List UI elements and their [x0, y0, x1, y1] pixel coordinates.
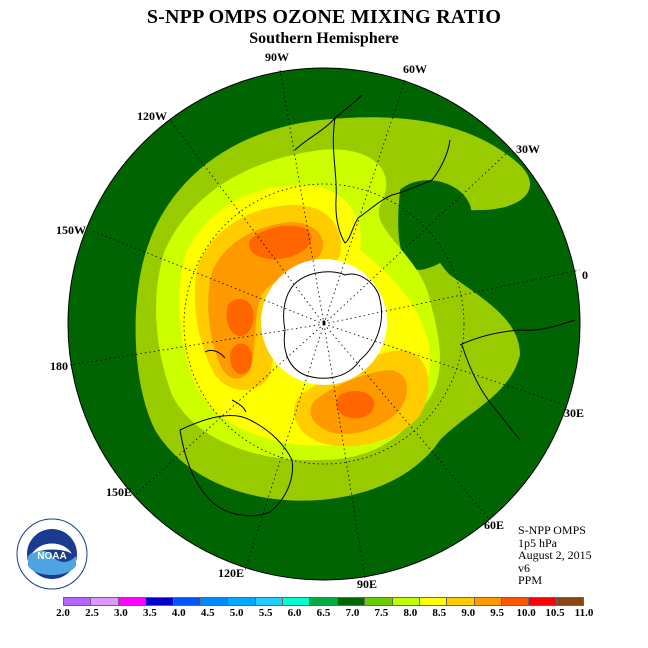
map-title: S-NPP OMPS OZONE MIXING RATIO: [146, 6, 502, 28]
pole-marker: [322, 320, 326, 324]
colorbar-segment: [502, 598, 530, 605]
graticule: [69, 69, 581, 579]
label-lon-0: 0: [582, 268, 588, 282]
label-lon-120w: 120W: [137, 109, 167, 123]
colorbar-segment: [91, 598, 119, 605]
colorbar-segment: [556, 598, 584, 605]
meridian-30e: [323, 323, 566, 406]
coastlines: [179, 94, 576, 517]
map-outline: [67, 67, 581, 581]
colorbar-segment: [310, 598, 338, 605]
label-lon-150e: 150E: [106, 485, 133, 499]
dark-green-inlet: [398, 180, 472, 270]
meridian-150e: [134, 323, 325, 496]
colorbar-tick-label: 8.0: [403, 607, 418, 619]
noaa-logo-text: NOAA: [37, 551, 66, 562]
contour-10p0-a: [249, 225, 312, 260]
colorbar-tick-label: 6.0: [287, 607, 302, 619]
label-lon-60w: 60W: [403, 62, 427, 76]
colorbar-segment: [392, 598, 420, 605]
info-date: August 2, 2015: [518, 548, 592, 562]
label-lon-120e: 120E: [218, 566, 245, 580]
contour-9p5: [208, 222, 324, 379]
south-america-coast: [294, 94, 451, 244]
africa-coast: [459, 319, 576, 441]
colorbar: [63, 597, 584, 606]
label-lon-150w: 150W: [56, 223, 86, 237]
colorbar-segment: [200, 598, 229, 605]
meridian-150w: [89, 229, 325, 325]
colorbar-tick-label: 11.0: [574, 607, 594, 619]
info-block: S-NPP OMPS 1p5 hPa August 2, 2015 v6 PPM: [518, 524, 592, 587]
colorbar-tick-label: 9.5: [490, 607, 505, 619]
colorbar-tick-label: 3.0: [114, 607, 128, 619]
colorbar-segment: [118, 598, 147, 605]
australia-coast: [179, 414, 294, 517]
label-lon-60e: 60E: [484, 518, 505, 532]
info-instrument: S-NPP OMPS: [518, 523, 586, 537]
label-lon-30e: 30E: [564, 406, 585, 420]
colorbar-tick-label: 9.0: [461, 607, 476, 619]
map-subtitle: Southern Hemisphere: [249, 30, 399, 47]
colorbar-tick-label: 6.5: [316, 607, 331, 619]
colorbar-tick-label: 8.5: [432, 607, 447, 619]
colorbar-tick-label: 4.5: [200, 607, 215, 619]
antarctica-coast: [283, 271, 383, 379]
new-zealand-coast: [204, 349, 247, 413]
colorbar-segment: [173, 598, 201, 605]
info-version: v6: [518, 560, 530, 575]
meridian-30w: [323, 149, 511, 325]
colorbar-tick-label: 5.5: [258, 607, 273, 619]
latitude-ring-60s: [183, 183, 465, 465]
colorbar-tick-label: 4.0: [171, 607, 186, 619]
colorbar-segment: [64, 598, 92, 605]
colorbar-segment: [419, 598, 448, 605]
colorbar-segment: [146, 598, 174, 605]
label-lon-30w: 30W: [516, 142, 540, 156]
info-unit: PPM: [518, 573, 543, 587]
colorbar-segment: [255, 598, 283, 605]
colorbar-tick-label: 10.5: [545, 607, 565, 619]
colorbar-segment: [365, 598, 393, 605]
contour-10p0-c: [230, 343, 253, 375]
colorbar-tick-label: 3.5: [142, 607, 157, 619]
label-lon-180: 180: [50, 359, 68, 373]
info-pressure-level: 1p5 hPa: [518, 535, 557, 550]
colorbar-ticks: 2.0 2.5 3.0 3.5 4.0 4.5 5.0 5.5 6.0 6.5 7.0 7.5 8.0 8…: [0, 607, 648, 623]
colorbar-tick-label: 7.0: [345, 607, 360, 619]
contour-10p0-b: [226, 298, 254, 337]
colorbar-segment: [283, 598, 311, 605]
colorbar-segment: [447, 598, 475, 605]
colorbar-tick-label: 7.5: [374, 607, 389, 619]
noaa-logo-icon: NOAA: [16, 518, 88, 590]
contour-10p0-d: [336, 390, 375, 419]
colorbar-segment: [228, 598, 256, 605]
colorbar-tick-label: 2.0: [56, 607, 70, 619]
colorbar-segment: [337, 598, 366, 605]
label-lon-90e: 90E: [357, 577, 378, 591]
colorbar-tick-label: 2.5: [85, 607, 99, 619]
meridian-0: [323, 269, 581, 325]
colorbar-segment: [474, 598, 502, 605]
colorbar-tick-label: 5.0: [229, 607, 244, 619]
colorbar-tick-label: 10.0: [516, 607, 536, 619]
colorbar-segment: [529, 598, 557, 605]
label-lon-90w: 90W: [265, 50, 289, 64]
